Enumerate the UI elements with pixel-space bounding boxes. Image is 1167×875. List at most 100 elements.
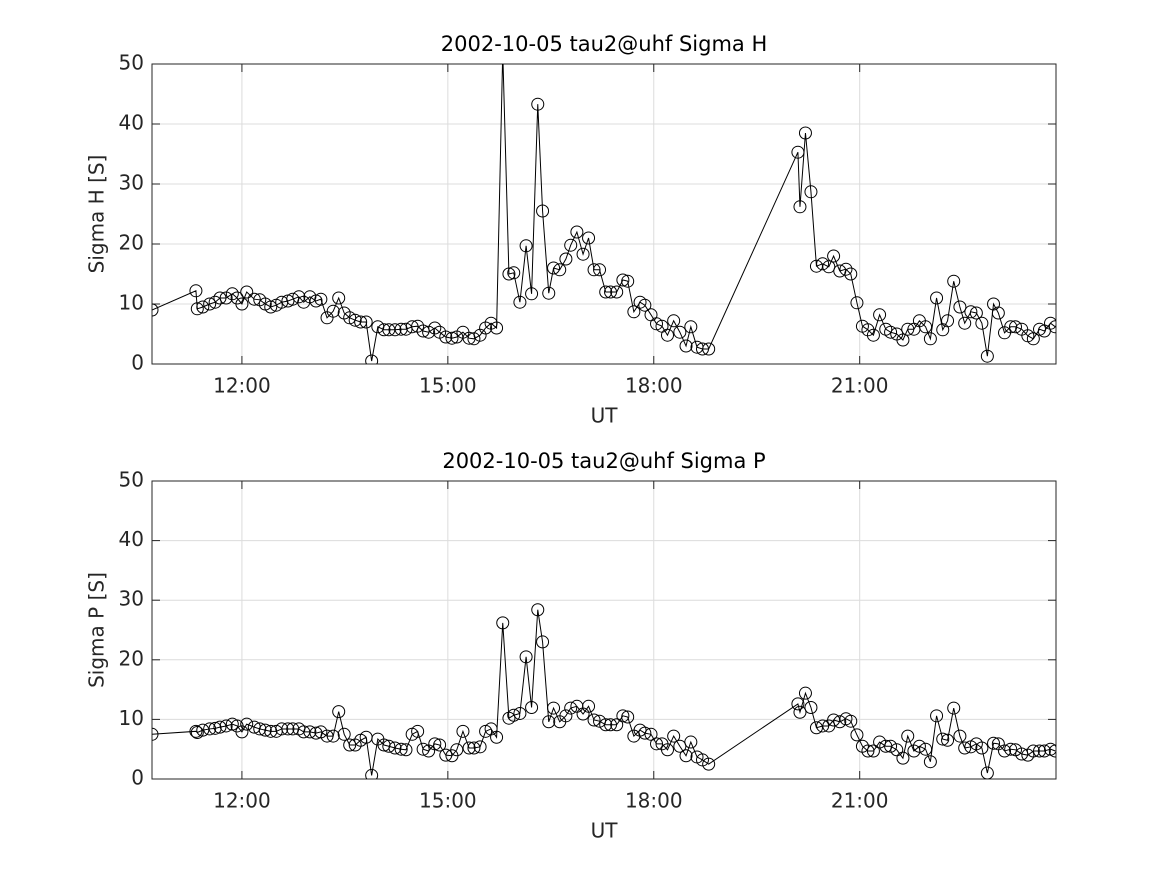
plot-area xyxy=(152,481,1056,779)
x-tick-label: 18:00 xyxy=(625,374,683,398)
data-marker xyxy=(809,721,823,735)
data-marker xyxy=(240,285,254,299)
data-marker xyxy=(354,315,368,329)
plot-area xyxy=(152,64,1056,364)
data-marker xyxy=(679,339,693,353)
y-axis-label: Sigma P [S] xyxy=(85,572,109,688)
data-marker xyxy=(547,261,561,275)
data-marker xyxy=(450,743,464,757)
data-marker xyxy=(326,304,340,318)
data-marker xyxy=(839,262,853,276)
data-marker xyxy=(969,306,983,320)
data-marker xyxy=(587,263,601,277)
data-marker xyxy=(884,739,898,753)
data-marker xyxy=(559,709,573,723)
data-marker xyxy=(439,330,453,344)
data-marker xyxy=(1009,320,1023,334)
data-marker xyxy=(473,740,487,754)
chart-title: 2002-10-05 tau2@uhf Sigma P xyxy=(442,449,765,473)
x-tick-label: 15:00 xyxy=(419,374,477,398)
data-marker xyxy=(219,719,233,733)
data-marker xyxy=(513,706,527,720)
data-marker xyxy=(564,701,578,715)
data-marker xyxy=(1048,320,1056,334)
x-axis-label: UT xyxy=(591,819,619,843)
data-marker xyxy=(890,743,904,757)
data-marker xyxy=(213,720,227,734)
data-marker xyxy=(502,267,516,281)
data-marker xyxy=(196,723,210,737)
data-marker xyxy=(235,725,249,739)
data-marker xyxy=(604,718,618,732)
data-marker xyxy=(467,741,481,755)
data-marker xyxy=(576,247,590,261)
y-tick-label: 30 xyxy=(119,171,144,195)
data-marker xyxy=(660,328,674,342)
data-marker xyxy=(947,701,961,715)
x-tick-label: 18:00 xyxy=(625,789,683,813)
data-marker xyxy=(1044,316,1056,330)
data-marker xyxy=(264,300,278,314)
data-marker xyxy=(667,314,681,328)
x-tick-label: 21:00 xyxy=(831,374,889,398)
data-marker xyxy=(850,728,864,742)
data-marker xyxy=(684,320,698,334)
data-marker xyxy=(616,709,630,723)
data-marker xyxy=(923,332,937,346)
x-tick-label: 15:00 xyxy=(419,789,477,813)
y-tick-label: 30 xyxy=(119,587,144,611)
data-marker xyxy=(923,755,937,769)
data-marker xyxy=(964,305,978,319)
data-marker xyxy=(833,715,847,729)
data-marker xyxy=(411,724,425,738)
data-marker xyxy=(804,700,818,714)
data-marker xyxy=(394,742,408,756)
data-marker xyxy=(445,331,459,345)
data-marker xyxy=(1026,744,1040,758)
chart: 0 10 20 30 40 50 12:00 15:00 18:00 21:00 2002-10-0… xyxy=(85,449,1057,843)
data-marker xyxy=(953,300,967,314)
data-marker xyxy=(564,238,578,252)
data-marker xyxy=(582,699,596,713)
data-marker xyxy=(531,97,545,111)
data-marker xyxy=(320,729,334,743)
data-marker xyxy=(861,744,875,758)
data-marker xyxy=(531,603,545,617)
y-tick-label: 10 xyxy=(119,291,144,315)
data-marker xyxy=(152,303,159,317)
data-marker xyxy=(610,285,624,299)
data-marker xyxy=(553,263,567,277)
data-marker xyxy=(559,252,573,266)
data-marker xyxy=(416,742,430,756)
data-marker xyxy=(348,313,362,327)
data-marker xyxy=(525,287,539,301)
chart-title: 2002-10-05 tau2@uhf Sigma H xyxy=(441,32,767,56)
y-tick-label: 50 xyxy=(119,51,144,75)
data-marker xyxy=(896,751,910,765)
data-marker xyxy=(616,273,630,287)
axes-box xyxy=(151,480,1057,780)
data-marker xyxy=(901,729,915,743)
data-marker xyxy=(975,741,989,755)
data-marker xyxy=(1033,744,1047,758)
data-marker xyxy=(213,291,227,305)
y-tick-label: 0 xyxy=(131,766,144,790)
y-tick-label: 40 xyxy=(119,111,144,135)
data-marker xyxy=(152,727,159,741)
data-marker xyxy=(816,719,830,733)
data-marker xyxy=(507,266,521,280)
data-marker xyxy=(804,185,818,199)
data-marker xyxy=(382,739,396,753)
data-marker xyxy=(638,726,652,740)
data-marker xyxy=(791,697,805,711)
data-marker xyxy=(919,320,933,334)
data-marker xyxy=(388,323,402,337)
data-line xyxy=(152,64,1056,362)
data-marker xyxy=(513,295,527,309)
data-marker xyxy=(930,291,944,305)
data-marker xyxy=(462,741,476,755)
data-marker xyxy=(399,743,413,757)
data-marker xyxy=(953,729,967,743)
data-marker xyxy=(332,291,346,305)
